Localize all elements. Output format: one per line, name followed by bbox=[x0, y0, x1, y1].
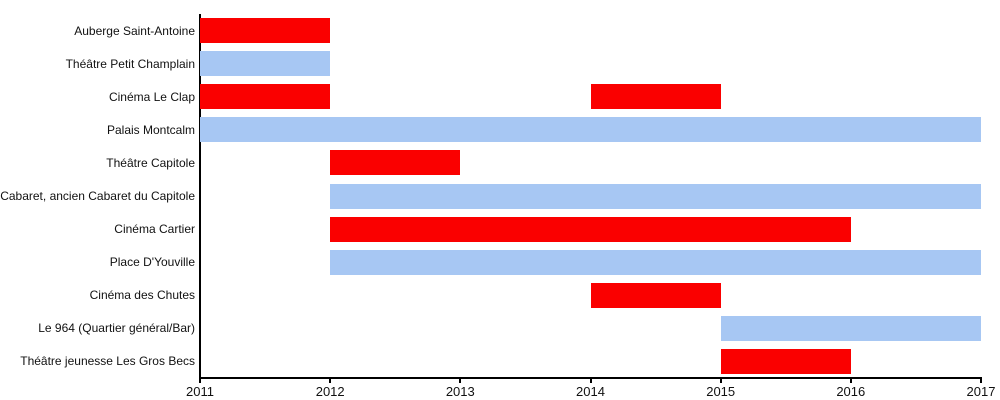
gantt-bar-blue bbox=[200, 51, 331, 77]
row-label: Cinéma des Chutes bbox=[89, 288, 195, 303]
row-label: Théâtre jeunesse Les Gros Becs bbox=[20, 354, 195, 369]
x-axis-tick-label: 2016 bbox=[836, 384, 866, 399]
row-label: Auberge Saint-Antoine bbox=[74, 23, 195, 38]
gantt-bar-red bbox=[200, 84, 331, 110]
gantt-bar-red bbox=[200, 18, 331, 43]
x-axis-tick-label: 2017 bbox=[966, 384, 996, 399]
x-axis-tick bbox=[589, 378, 592, 383]
gantt-bar-red bbox=[590, 282, 721, 308]
row-label: Théâtre Capitole bbox=[106, 155, 195, 170]
row-label: Cinéma Le Clap bbox=[108, 89, 195, 104]
x-axis-tick bbox=[329, 378, 332, 383]
gantt-bar-red bbox=[590, 84, 721, 110]
gantt-bar-blue bbox=[200, 117, 981, 143]
gantt-bar-red bbox=[720, 349, 851, 374]
row-label: Le 964 (Quartier général/Bar) bbox=[38, 321, 195, 336]
gantt-bar-blue bbox=[720, 315, 981, 341]
row-label: Cinéma Cartier bbox=[114, 222, 195, 237]
row-label: Place D'Youville bbox=[109, 255, 195, 270]
x-axis-tick-label: 2011 bbox=[186, 384, 214, 399]
x-axis-tick bbox=[459, 378, 462, 383]
x-axis-tick-label: 2013 bbox=[445, 384, 475, 399]
row-label: Cabaret, ancien Cabaret du Capitole bbox=[0, 189, 195, 203]
row-label: Palais Montcalm bbox=[106, 122, 195, 137]
x-axis-tick-label: 2012 bbox=[315, 384, 345, 399]
x-axis-tick bbox=[980, 378, 982, 383]
gantt-bar-red bbox=[330, 150, 461, 176]
x-axis-tick bbox=[849, 378, 852, 383]
x-axis-tick bbox=[719, 378, 722, 383]
gantt-bar-red bbox=[330, 216, 851, 242]
row-label: Théâtre Petit Champlain bbox=[65, 56, 195, 71]
x-axis-tick bbox=[199, 378, 201, 383]
gantt-bar-blue bbox=[330, 183, 981, 209]
x-axis-tick-label: 2015 bbox=[706, 384, 736, 399]
gantt-bar-blue bbox=[330, 249, 981, 275]
y-axis-line bbox=[199, 14, 201, 378]
x-axis-tick-label: 2014 bbox=[576, 384, 605, 399]
